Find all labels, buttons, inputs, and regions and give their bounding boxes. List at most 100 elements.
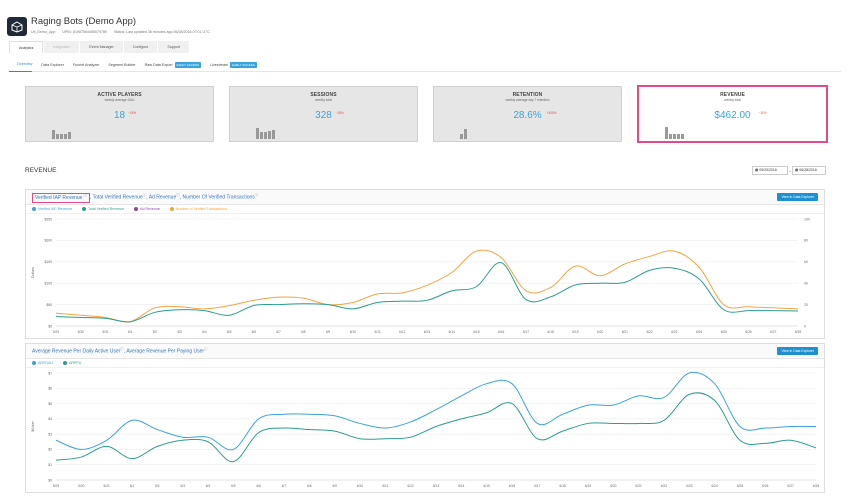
x-tick-label: 6/19 [572,330,578,334]
x-tick-label: 6/2 [155,484,160,488]
y-tick-label: $2 [48,448,52,452]
spark-bar [60,133,63,139]
app-header: Raging Bots (Demo App) Uti_Demo_App UPID… [0,0,850,58]
x-tick-label: 6/5 [231,484,236,488]
tab-analytics[interactable]: Analytics [9,41,44,53]
kpi-card-sparkbars [256,128,276,139]
kpi-card-subtitle: weekly average DAU [104,98,135,102]
arpu-chart-panel: Average Revenue Per Daily Active Userⓘ, … [25,343,825,493]
calendar-icon: ▦ [795,168,800,172]
x-tick-label: 6/15 [484,484,490,488]
date-to-picker[interactable]: ▦ 06/28/2016 [792,166,826,175]
x-tick-label: 6/11 [375,330,381,334]
kpi-card-delta: −11% [758,111,767,115]
y2-tick-label: 0 [804,324,806,328]
tab-event-manager[interactable]: Event Manager [80,41,123,53]
verified-iap-revenue-link[interactable]: Verified IAP Revenue ⓘ [32,192,90,203]
verified-iap-revenue-title: Verified IAP Revenue [35,194,83,201]
view-in-data-explorer-button[interactable]: View in Data Explorer [777,193,818,201]
subnav-data-explorer[interactable]: Data Explorer [41,58,64,72]
subnav-overview[interactable]: Overview [9,58,33,72]
series-line-verified-iap-revenue [55,262,799,323]
spark-bar [669,133,672,139]
tab-configure[interactable]: Configure [123,41,158,53]
legend-dot-icon [169,207,174,211]
kpi-card-revenue[interactable]: REVENUE weekly total $462.00 −11% [638,86,827,142]
view-in-data-explorer-button[interactable]: View in Data Explorer [777,347,818,355]
ad-revenue-link[interactable]: Ad Revenue [148,194,177,201]
x-tick-label: 6/20 [597,330,603,334]
info-icon: ⓘ [120,347,124,351]
x-tick-label: 6/19 [585,484,591,488]
x-tick-label: 6/25 [737,484,743,488]
subnav-raw-data-export[interactable]: Raw Data Export EARLY ACCESS [145,58,202,72]
info-icon: ⓘ [82,193,87,197]
y-tick-label: $7 [48,371,52,375]
x-tick-label: 6/1 [130,484,135,488]
arpdau-title-link[interactable]: Average Revenue Per Daily Active User [32,348,121,355]
spark-bar [56,133,59,139]
tab-support[interactable]: Support [158,41,189,53]
x-tick-label: 6/5 [227,330,232,334]
info-icon: ⓘ [176,193,180,197]
tab-integration[interactable]: Integration [44,41,80,53]
x-tick-label: 6/7 [282,484,287,488]
x-tick-label: 6/13 [433,484,439,488]
info-icon: ⓘ [254,193,259,197]
x-tick-label: 5/31 [102,330,108,334]
kpi-card-active-players[interactable]: ACTIVE PLAYERS weekly average DAU 18 −18% [25,86,214,142]
y-tick-label: $6 [48,387,52,391]
kpi-card-delta: −18% [128,111,137,115]
y-tick-label: $150 [44,260,52,264]
legend-item[interactable]: Total Verified Revenue [82,207,124,211]
subnav-data-explorer-label: Data Explorer [41,62,64,67]
legend-item[interactable]: Verified IAP Revenue [32,207,72,211]
legend-item[interactable]: ARPDAU [32,361,53,365]
subnav-segment-builder-label: Segment Builder [108,62,136,67]
info-icon: ⓘ [204,347,208,351]
arpu-chart-header: Average Revenue Per Daily Active Userⓘ, … [26,344,824,359]
x-tick-label: 6/20 [610,484,616,488]
x-tick-label: 6/12 [399,330,405,334]
subnav-funnel-analyzer[interactable]: Funnel Analyzer [73,58,99,72]
total-verified-revenue-link[interactable]: Total Verified Revenue [92,194,143,201]
x-tick-label: 6/25 [721,330,727,334]
spark-bar [260,132,263,139]
legend-dot-icon [62,361,67,365]
x-tick-label: 6/26 [745,330,751,334]
x-tick-label: 6/3 [177,330,182,334]
revenue-chart-legend: Verified IAP Revenue Total Verified Reven… [26,205,824,214]
x-tick-label: 6/10 [350,330,356,334]
y-tick-label: $0 [48,324,52,328]
y2-tick-label: 60 [804,260,808,264]
arppu-title-link[interactable]: Average Revenue Per Paying User [126,348,205,355]
kpi-card-sparkbars [665,127,685,139]
legend-item[interactable]: Ad Revenue [134,207,160,211]
x-tick-label: 6/4 [202,330,207,334]
series-line-arppu [55,392,817,463]
revenue-chart-header: Verified IAP Revenue ⓘ, Total Verified R… [26,190,824,205]
kpi-card-title: SESSIONS [310,92,337,98]
kpi-card-sessions[interactable]: SESSIONS weekly total 328 −18% [229,86,418,142]
kpi-card-delta: −18% [335,111,344,115]
kpi-card-subtitle: weekly average day 7 retention [505,98,550,102]
x-tick-label: 6/28 [813,484,819,488]
kpi-card-value: $462.00 [714,110,751,121]
legend-dot-icon [32,361,36,365]
spark-bar [256,128,259,139]
legend-item[interactable]: Number of Verified Transactions [169,207,227,211]
date-from-picker[interactable]: ▦ 05/29/2016 [752,166,788,175]
verified-transactions-link[interactable]: Number Of Verified Transactions [182,194,255,201]
legend-item[interactable]: ARPPU [62,361,81,365]
spark-bar [272,130,275,139]
series-line-arpdau [55,371,817,451]
subnav-segment-builder[interactable]: Segment Builder [108,58,135,72]
x-tick-label: 6/16 [498,330,504,334]
subnav-livestream[interactable]: Livestream EARLY ACCESS [210,58,257,72]
x-tick-label: 6/27 [788,484,794,488]
x-tick-label: 5/30 [78,330,84,334]
legend-label: Ad Revenue [140,207,160,211]
subnav-overview-label: Overview [17,62,33,66]
kpi-card-retention[interactable]: RETENTION weekly average day 7 retention 2… [433,86,622,142]
x-tick-label: 6/3 [180,484,185,488]
